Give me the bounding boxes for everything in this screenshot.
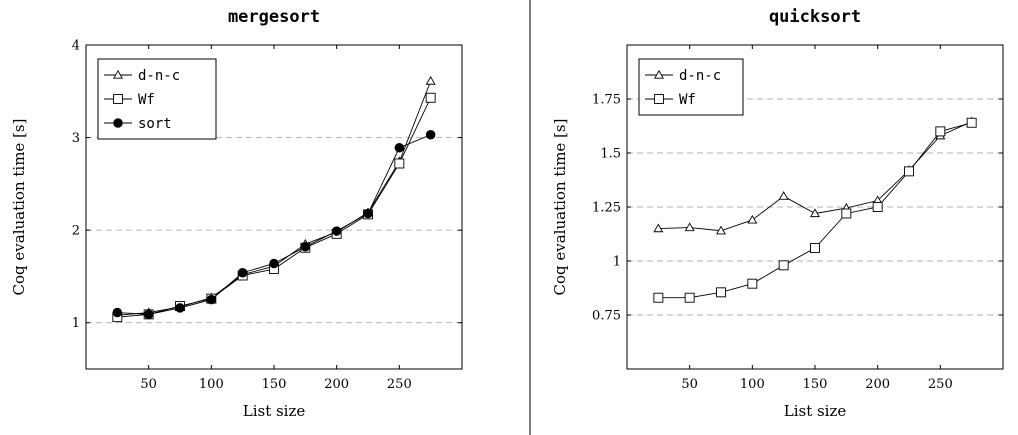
x-tick-label: 200 <box>324 377 349 392</box>
data-point-Wf <box>811 244 820 253</box>
legend-marker-Wf <box>655 95 664 104</box>
legend-label: d-n-c <box>138 68 180 84</box>
y-tick-label: 2 <box>72 224 80 239</box>
y-axis-label: Coq evaluation time [s] <box>10 119 28 296</box>
data-point-d-n-c <box>779 192 787 199</box>
y-tick-label: 1 <box>613 255 621 270</box>
x-tick-label: 150 <box>262 377 287 392</box>
series-line-sort <box>117 135 430 315</box>
x-tick-label: 250 <box>928 377 953 392</box>
y-tick-label: 0.75 <box>592 309 621 324</box>
data-point-d-n-c <box>685 223 693 230</box>
data-point-Wf <box>779 261 788 270</box>
y-tick-label: 3 <box>72 131 80 146</box>
data-point-sort <box>144 310 153 319</box>
data-point-sort <box>270 259 279 268</box>
data-point-Wf <box>395 159 404 168</box>
data-point-Wf <box>842 209 851 218</box>
data-point-sort <box>238 268 247 277</box>
data-point-Wf <box>654 293 663 302</box>
legend-label: Wf <box>679 92 696 108</box>
data-point-Wf <box>748 279 757 288</box>
data-point-sort <box>332 227 341 236</box>
chart-mergesort: mergesort 1 2 3 4 50 100 150 200 250 List size Coq … <box>10 7 462 420</box>
data-point-Wf <box>967 118 976 127</box>
data-point-Wf <box>936 127 945 136</box>
y-tick-label: 4 <box>72 39 80 54</box>
y-tick-label: 1.75 <box>592 93 621 108</box>
x-tick-label: 150 <box>803 377 828 392</box>
x-tick-label: 50 <box>681 377 698 392</box>
data-point-Wf <box>873 203 882 212</box>
x-tick-label: 50 <box>140 377 157 392</box>
legend-label: d-n-c <box>679 68 721 84</box>
data-point-sort <box>207 295 216 304</box>
data-point-d-n-c <box>426 77 434 84</box>
x-tick-label: 100 <box>740 377 765 392</box>
data-point-sort <box>395 143 404 152</box>
y-axis-label: Coq evaluation time [s] <box>551 119 569 296</box>
legend-marker-sort <box>114 119 123 128</box>
x-tick-label: 250 <box>387 377 412 392</box>
chart-quicksort: quicksort 0.75 1 1.25 1.5 1.75 50 100 150 200 250 L… <box>551 7 1003 420</box>
x-axis-label: List size <box>784 402 847 420</box>
x-tick-label: 100 <box>199 377 224 392</box>
data-point-Wf <box>685 293 694 302</box>
data-point-Wf <box>905 167 914 176</box>
x-tick-label: 200 <box>865 377 890 392</box>
data-point-sort <box>301 243 310 252</box>
data-point-d-n-c <box>748 216 756 223</box>
chart-title: quicksort <box>769 7 861 27</box>
data-point-sort <box>113 308 122 317</box>
y-tick-label: 1.5 <box>600 147 621 162</box>
data-point-sort <box>176 304 185 313</box>
data-point-sort <box>426 130 435 139</box>
y-tick-label: 1.25 <box>592 201 621 216</box>
x-axis-label: List size <box>243 402 306 420</box>
data-point-Wf <box>426 93 435 102</box>
data-point-sort <box>364 209 373 218</box>
legend-marker-Wf <box>114 95 123 104</box>
chart-title: mergesort <box>228 7 320 27</box>
data-point-Wf <box>717 288 726 297</box>
legend-label: sort <box>138 116 172 132</box>
legend-label: Wf <box>138 92 155 108</box>
y-tick-label: 1 <box>72 316 80 331</box>
